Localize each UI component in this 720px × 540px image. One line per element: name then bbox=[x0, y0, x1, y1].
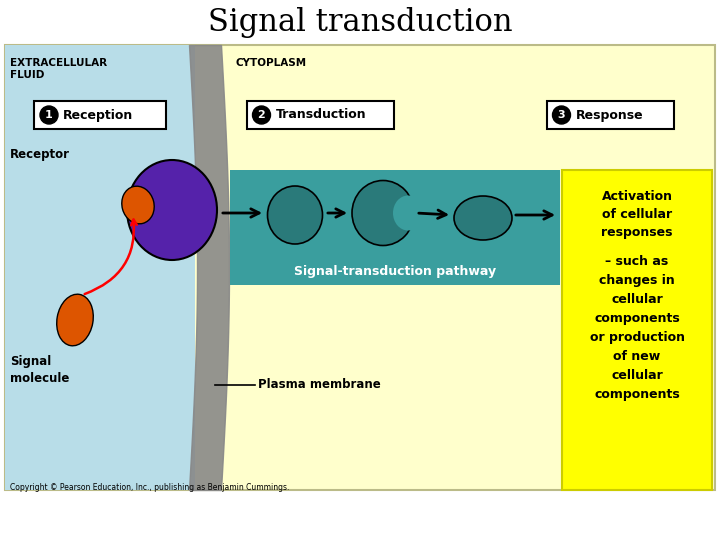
Ellipse shape bbox=[352, 180, 414, 246]
Ellipse shape bbox=[57, 294, 94, 346]
Text: Signal-transduction pathway: Signal-transduction pathway bbox=[294, 266, 496, 279]
Circle shape bbox=[253, 106, 271, 124]
Text: 2: 2 bbox=[258, 110, 266, 120]
FancyBboxPatch shape bbox=[34, 101, 166, 129]
Text: Reception: Reception bbox=[63, 109, 133, 122]
FancyBboxPatch shape bbox=[562, 170, 712, 490]
Text: Response: Response bbox=[575, 109, 643, 122]
Ellipse shape bbox=[127, 160, 217, 260]
FancyBboxPatch shape bbox=[230, 170, 560, 285]
Text: Copyright © Pearson Education, Inc., publishing as Benjamin Cummings.: Copyright © Pearson Education, Inc., pub… bbox=[10, 483, 289, 492]
Text: Transduction: Transduction bbox=[276, 109, 366, 122]
Text: CYTOPLASM: CYTOPLASM bbox=[235, 58, 306, 68]
Text: Signal transduction: Signal transduction bbox=[207, 6, 513, 37]
FancyBboxPatch shape bbox=[546, 101, 673, 129]
Circle shape bbox=[552, 106, 570, 124]
Text: Plasma membrane: Plasma membrane bbox=[258, 379, 381, 392]
Ellipse shape bbox=[454, 196, 512, 240]
Text: 1: 1 bbox=[45, 110, 53, 120]
Text: – such as
changes in
cellular
components
or production
of new
cellular
component: – such as changes in cellular components… bbox=[590, 255, 685, 401]
Text: Activation
of cellular
responses: Activation of cellular responses bbox=[601, 190, 672, 239]
Ellipse shape bbox=[122, 186, 154, 224]
FancyBboxPatch shape bbox=[5, 45, 715, 490]
Text: Signal
molecule: Signal molecule bbox=[10, 355, 69, 385]
Text: Receptor: Receptor bbox=[10, 148, 70, 161]
Ellipse shape bbox=[268, 186, 323, 244]
FancyBboxPatch shape bbox=[246, 101, 394, 129]
Text: 3: 3 bbox=[558, 110, 565, 120]
FancyBboxPatch shape bbox=[5, 45, 195, 490]
Text: EXTRACELLULAR
FLUID: EXTRACELLULAR FLUID bbox=[10, 58, 107, 79]
Circle shape bbox=[40, 106, 58, 124]
Ellipse shape bbox=[393, 195, 423, 231]
